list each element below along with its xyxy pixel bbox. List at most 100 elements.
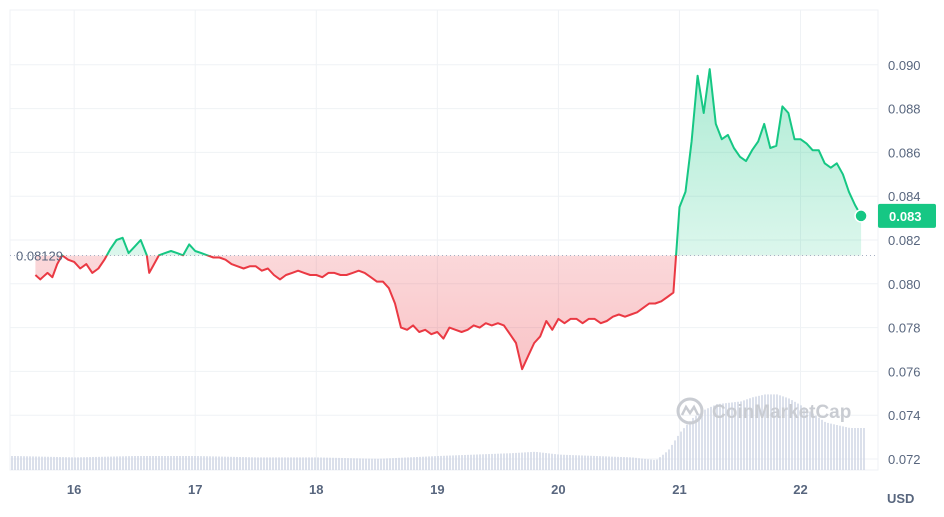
volume-bar xyxy=(716,404,718,470)
volume-bar xyxy=(200,456,202,470)
volume-bar xyxy=(494,453,496,470)
volume-bar xyxy=(791,400,793,470)
volume-bar xyxy=(134,456,136,470)
volume-bar xyxy=(704,409,706,470)
volume-bar xyxy=(863,428,865,470)
volume-bar xyxy=(152,456,154,470)
volume-bar xyxy=(86,457,88,470)
volume-bar xyxy=(458,455,460,470)
current-price-badge-bg xyxy=(878,203,936,228)
volume-bar xyxy=(203,456,205,470)
volume-bar xyxy=(497,453,499,470)
volume-bar xyxy=(113,456,115,470)
volume-bar xyxy=(584,455,586,470)
volume-bar xyxy=(53,456,55,470)
volume-bar xyxy=(659,457,661,470)
volume-bar xyxy=(608,456,610,470)
volume-bar xyxy=(443,455,445,470)
volume-bar xyxy=(557,454,559,470)
volume-bar xyxy=(218,456,220,470)
volume-bar xyxy=(857,428,859,470)
volume-bar xyxy=(392,458,394,470)
volume-bar xyxy=(44,456,46,470)
volume-bar xyxy=(767,394,769,470)
volume-bar xyxy=(623,457,625,470)
volume-bar xyxy=(488,454,490,470)
volume-bar xyxy=(347,458,349,470)
volume-bar xyxy=(167,456,169,470)
volume-bar xyxy=(116,456,118,470)
volume-bar xyxy=(359,458,361,470)
volume-bar xyxy=(725,403,727,470)
volume-bar xyxy=(398,457,400,470)
volume-bar xyxy=(374,458,376,470)
volume-bar xyxy=(107,456,109,470)
volume-bar xyxy=(233,456,235,470)
volume-bar xyxy=(524,452,526,470)
volume-bar xyxy=(470,454,472,470)
volume-bar xyxy=(773,394,775,470)
volume-bar xyxy=(800,405,802,470)
volume-bar xyxy=(512,453,514,470)
volume-bar xyxy=(362,458,364,470)
volume-bar xyxy=(11,456,13,470)
volume-bar xyxy=(26,456,28,470)
volume-bar xyxy=(416,456,418,470)
watermark: CoinMarketCap xyxy=(676,397,851,425)
volume-bar xyxy=(839,425,841,470)
volume-bar xyxy=(761,395,763,470)
volume-bar xyxy=(341,457,343,470)
volume-bar xyxy=(254,457,256,470)
volume-bar xyxy=(407,457,409,470)
volume-bar xyxy=(722,403,724,470)
volume-bar xyxy=(119,456,121,470)
volume-bar xyxy=(824,421,826,470)
volume-bar xyxy=(788,398,790,470)
volume-bar xyxy=(287,457,289,470)
volume-bar xyxy=(836,425,838,470)
y-axis: 0.072 0.074 0.076 0.078 0.080 0.082 0.084 0.086… xyxy=(888,58,921,467)
price-line-down xyxy=(34,255,678,371)
volume-bar xyxy=(695,415,697,470)
volume-bar xyxy=(482,454,484,470)
volume-bar xyxy=(854,428,856,470)
current-price-badge: 0.083 xyxy=(878,203,936,228)
volume-bar xyxy=(182,456,184,470)
y-tick-label: 0.080 xyxy=(888,277,921,292)
volume-bar xyxy=(731,402,733,470)
volume-bar xyxy=(242,457,244,470)
volume-bar xyxy=(221,456,223,470)
volume-bar xyxy=(269,457,271,470)
volume-bar xyxy=(635,457,637,470)
volume-bar xyxy=(419,456,421,470)
volume-bar xyxy=(860,428,862,470)
volume-bar xyxy=(566,454,568,470)
volume-bar xyxy=(194,456,196,470)
volume-bar xyxy=(278,457,280,470)
volume-bar xyxy=(440,455,442,470)
volume-bar xyxy=(518,452,520,470)
volume-bar xyxy=(815,415,817,470)
volume-bar xyxy=(632,457,634,470)
volume-bar xyxy=(473,454,475,470)
volume-bar xyxy=(125,456,127,470)
volume-bar xyxy=(446,455,448,470)
volume-bar xyxy=(272,457,274,470)
x-tick-label: 16 xyxy=(67,482,81,497)
volume-bar xyxy=(371,458,373,470)
volume-bar xyxy=(812,413,814,470)
volume-bar xyxy=(587,455,589,470)
volume-bar xyxy=(671,444,673,470)
volume-bar xyxy=(74,457,76,470)
volume-bar xyxy=(698,413,700,470)
volume-bar xyxy=(428,456,430,470)
volume-bar xyxy=(314,457,316,470)
volume-bar xyxy=(752,397,754,470)
current-price-dot[interactable] xyxy=(854,209,868,223)
volume-bar xyxy=(614,456,616,470)
volume-bar xyxy=(239,457,241,470)
volume-bar xyxy=(746,399,748,470)
volume-bar xyxy=(602,456,604,470)
volume-bar xyxy=(20,456,22,470)
